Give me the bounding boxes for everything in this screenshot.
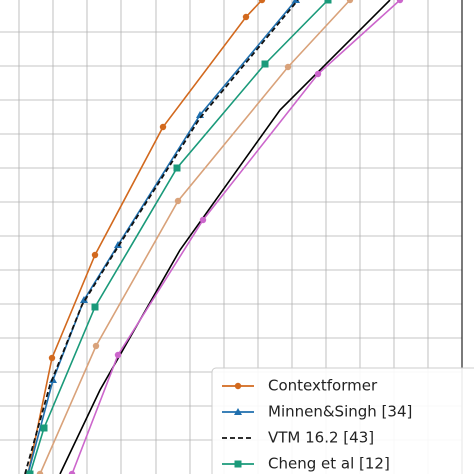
marker (91, 303, 99, 311)
series-line (29, 0, 329, 474)
marker (40, 424, 48, 432)
marker (314, 70, 322, 78)
marker (199, 216, 207, 224)
marker (174, 197, 182, 205)
marker (258, 0, 266, 4)
series-line (27, 0, 297, 474)
marker (261, 60, 269, 68)
marker (26, 470, 34, 474)
legend-label: Minnen&Singh [34] (268, 403, 412, 421)
marker (242, 13, 250, 21)
marker (114, 351, 122, 359)
legend-label: VTM 16.2 [43] (268, 429, 374, 447)
marker (173, 164, 181, 172)
marker (36, 470, 44, 474)
legend-marker (234, 460, 242, 468)
marker (396, 0, 404, 4)
plot-area (24, 0, 404, 474)
legend-label: Contextformer (268, 377, 378, 395)
series-line (24, 0, 299, 474)
marker (91, 251, 99, 259)
marker (324, 0, 332, 4)
series-line (27, 0, 263, 474)
marker (68, 470, 76, 474)
marker (292, 0, 300, 3)
marker (48, 354, 56, 362)
legend-marker (234, 382, 242, 390)
marker (80, 296, 88, 303)
legend-box (211, 367, 474, 474)
legend: Contextformer Minnen&Singh [34] VTM 16.2 [… (211, 367, 474, 474)
legend-label: Cheng et al [12] (268, 455, 390, 473)
marker (92, 342, 100, 350)
legend-marker (234, 408, 242, 415)
marker (114, 241, 122, 248)
marker (346, 0, 354, 4)
marker (284, 63, 292, 71)
marker (159, 123, 167, 131)
